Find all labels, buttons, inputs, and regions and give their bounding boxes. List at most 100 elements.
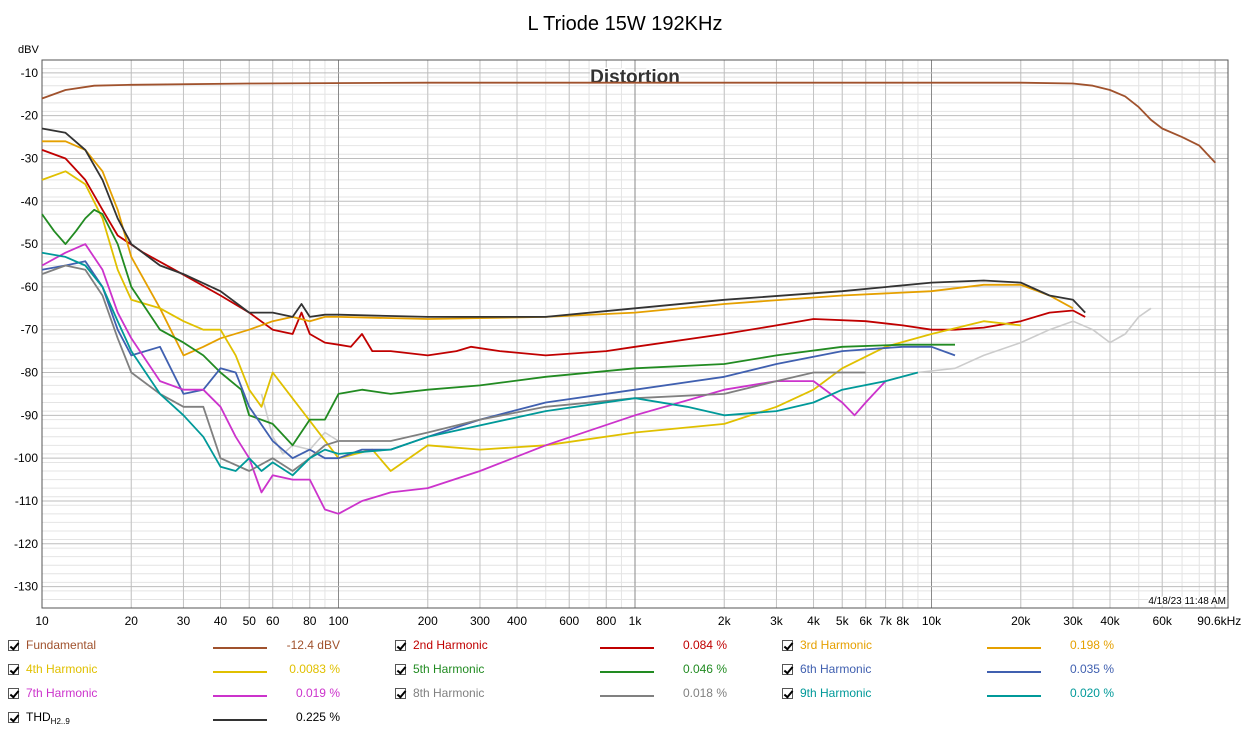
extra-trace-line: [885, 307, 1152, 382]
legend-checkbox-2nd-harmonic[interactable]: [395, 640, 406, 651]
legend-item-9th-harmonic[interactable]: 9th Harmonic 0.020 %: [782, 686, 1167, 708]
x-tick-label: 300: [470, 614, 490, 628]
legend-item-8th-harmonic[interactable]: 8th Harmonic 0.018 %: [395, 686, 780, 708]
4th-harmonic-line: [41, 170, 1021, 472]
legend-checkbox-8th-harmonic[interactable]: [395, 688, 406, 699]
y-axis: -10 -20 -30 -40 -50 -60 -70 -80 -90 -100 -110 -120 -…: [14, 66, 38, 594]
legend-swatch-9th-harmonic: [987, 695, 1041, 697]
legend-value-9th-harmonic: 0.020 %: [1069, 686, 1114, 700]
legend-name-fundamental: Fundamental: [26, 638, 97, 652]
legend-name-thd: THDH2..9: [26, 710, 70, 726]
x-tick-label: 400: [507, 614, 527, 628]
legend-value-7th-harmonic: 0.019 %: [295, 686, 340, 700]
legend-swatch-7th-harmonic: [213, 695, 267, 697]
chart-title: L Triode 15W 192KHz: [528, 13, 723, 35]
legend-item-6th-harmonic[interactable]: 6th Harmonic 0.035 %: [782, 662, 1167, 684]
2nd-harmonic-line: [41, 149, 1086, 357]
legend-checkbox-thd[interactable]: [8, 712, 19, 723]
legend-swatch-3rd-harmonic: [987, 647, 1041, 649]
x-tick-label: 60: [266, 614, 280, 628]
series-lines: [41, 81, 1216, 515]
y-tick-label: -50: [21, 237, 39, 251]
x-tick-label: 40: [214, 614, 228, 628]
y-tick-label: -80: [21, 366, 39, 380]
legend-item-2nd-harmonic[interactable]: 2nd Harmonic 0.084 %: [395, 638, 780, 660]
x-tick-label: 4k: [807, 614, 821, 628]
x-tick-label: 6k: [859, 614, 873, 628]
legend-checkbox-4th-harmonic[interactable]: [8, 664, 19, 675]
3rd-harmonic-line: [42, 140, 1074, 357]
legend-name-7th-harmonic: 7th Harmonic: [26, 686, 98, 700]
y-tick-label: -60: [21, 280, 39, 294]
legend-checkbox-6th-harmonic[interactable]: [782, 664, 793, 675]
x-tick-label: 10: [35, 614, 49, 628]
legend-item-4th-harmonic[interactable]: 4th Harmonic 0.0083 %: [8, 662, 393, 684]
5th-harmonic-line: [41, 208, 955, 447]
x-tick-label: 30: [177, 614, 191, 628]
legend-name-6th-harmonic: 6th Harmonic: [800, 662, 872, 676]
legend-name-8th-harmonic: 8th Harmonic: [413, 686, 485, 700]
legend-item-5th-harmonic[interactable]: 5th Harmonic 0.046 %: [395, 662, 780, 684]
legend-value-3rd-harmonic: 0.198 %: [1069, 638, 1114, 652]
legend-checkbox-fundamental[interactable]: [8, 640, 19, 651]
legend: Fundamental -12.4 dBV 2nd Harmonic 0.084 % 3…: [0, 636, 1250, 733]
legend-name-2nd-harmonic: 2nd Harmonic: [413, 638, 488, 652]
legend-checkbox-5th-harmonic[interactable]: [395, 664, 406, 675]
x-tick-label: 7k: [879, 614, 893, 628]
legend-swatch-5th-harmonic: [600, 671, 654, 673]
y-tick-label: -30: [21, 151, 39, 165]
x-tick-label: 40k: [1100, 614, 1120, 628]
legend-item-7th-harmonic[interactable]: 7th Harmonic 0.019 %: [8, 686, 393, 708]
x-tick-label: 30k: [1063, 614, 1083, 628]
legend-item-thd[interactable]: THDH2..9 0.225 %: [8, 710, 393, 732]
legend-swatch-4th-harmonic: [213, 671, 267, 673]
legend-value-2nd-harmonic: 0.084 %: [682, 638, 727, 652]
x-tick-label: 20k: [1011, 614, 1031, 628]
plot-frame: [41, 59, 1229, 609]
legend-value-fundamental: -12.4 dBV: [286, 638, 340, 652]
legend-name-subscript: H2..9: [50, 717, 70, 726]
legend-checkbox-3rd-harmonic[interactable]: [782, 640, 793, 651]
y-tick-label: -10: [21, 66, 39, 80]
y-tick-label: -40: [21, 194, 39, 208]
legend-name-4th-harmonic: 4th Harmonic: [26, 662, 98, 676]
x-tick-label: 200: [418, 614, 438, 628]
legend-item-fundamental[interactable]: Fundamental -12.4 dBV: [8, 638, 393, 660]
y-tick-label: -70: [21, 323, 39, 337]
legend-item-3rd-harmonic[interactable]: 3rd Harmonic 0.198 %: [782, 638, 1167, 660]
legend-value-6th-harmonic: 0.035 %: [1069, 662, 1114, 676]
y-tick-label: -130: [14, 580, 38, 594]
x-tick-label: 600: [559, 614, 579, 628]
7th-harmonic-line: [41, 243, 887, 515]
x-tick-label: 100: [328, 614, 348, 628]
y-tick-label: -110: [15, 494, 38, 508]
x-tick-label: 8k: [896, 614, 910, 628]
x-tick-label: 800: [596, 614, 616, 628]
x-tick-label: 3k: [770, 614, 784, 628]
x-tick-label: 1k: [629, 614, 643, 628]
x-tick-label: 10k: [922, 614, 942, 628]
legend-swatch-thd: [213, 719, 267, 721]
x-tick-label: 50: [243, 614, 257, 628]
x-tick-label: 60k: [1153, 614, 1173, 628]
y-tick-label: -120: [14, 537, 38, 551]
9th-harmonic-line: [41, 251, 919, 477]
legend-name-5th-harmonic: 5th Harmonic: [413, 662, 485, 676]
legend-value-8th-harmonic: 0.018 %: [682, 686, 727, 700]
y-tick-label: -20: [21, 109, 39, 123]
legend-checkbox-7th-harmonic[interactable]: [8, 688, 19, 699]
legend-value-thd: 0.225 %: [295, 710, 340, 724]
y-tick-label: -90: [21, 408, 39, 422]
legend-name-3rd-harmonic: 3rd Harmonic: [800, 638, 873, 652]
timestamp: 4/18/23 11:48 AM: [1148, 596, 1226, 607]
y-axis-label: dBV: [18, 44, 39, 56]
legend-swatch-2nd-harmonic: [600, 647, 654, 649]
x-tick-label: 90.6kHz: [1197, 614, 1241, 628]
legend-swatch-8th-harmonic: [600, 695, 654, 697]
legend-checkbox-9th-harmonic[interactable]: [782, 688, 793, 699]
fundamental-line: [41, 81, 1216, 164]
legend-swatch-fundamental: [213, 647, 267, 649]
y-tick-label: -100: [14, 451, 38, 465]
legend-name-9th-harmonic: 9th Harmonic: [800, 686, 872, 700]
chart-subtitle: Distortion: [590, 67, 680, 88]
